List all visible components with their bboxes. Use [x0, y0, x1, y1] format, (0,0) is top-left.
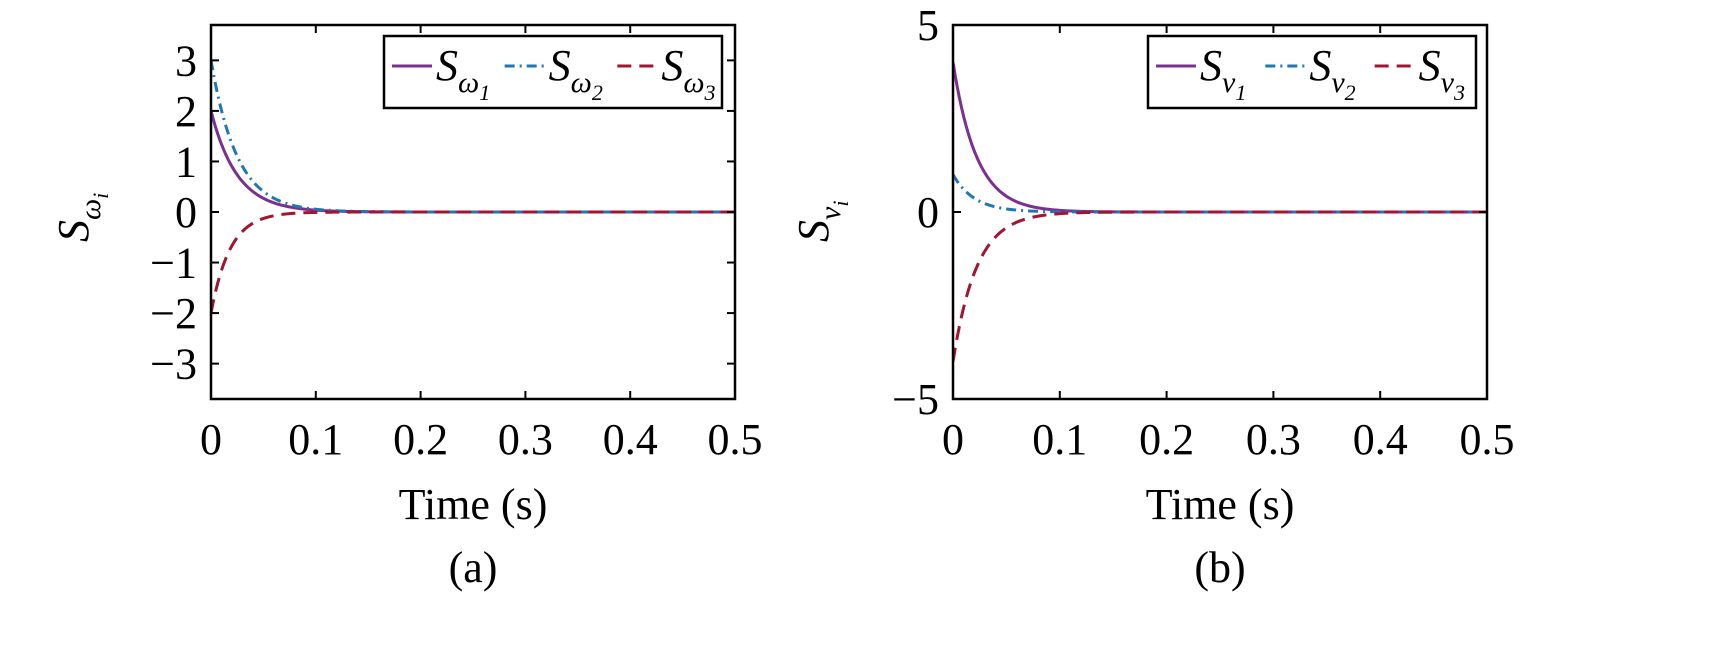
legend-entry-3: Sω3	[661, 41, 715, 105]
y-axis-label-group: Sωi	[49, 193, 113, 242]
legend: Sv1 Sv2 Sv3	[1146, 34, 1478, 110]
legend-box	[1146, 34, 1478, 110]
y-axis-label: Sωi	[49, 193, 113, 242]
x-tick-label: 0	[942, 415, 964, 464]
y-tick-label: 3	[175, 36, 197, 85]
series-line-2	[211, 60, 735, 214]
series-group	[953, 62, 1487, 362]
legend-entry-2: Sω2	[549, 41, 603, 105]
y-tick-label: 2	[175, 87, 197, 136]
y-tick-label: 0	[917, 188, 939, 237]
legend-entry-1: Sv1	[1200, 41, 1246, 105]
x-axis-label: Time (s)	[399, 480, 548, 529]
x-tick-label: 0.2	[393, 415, 448, 464]
legend-entry-1: Sω1	[436, 41, 490, 105]
y-axis-label: Svi	[789, 201, 853, 242]
y-tick-label: −3	[150, 340, 197, 389]
y-tick-label: −2	[150, 289, 197, 338]
legend-box	[382, 34, 724, 110]
x-tick-label: 0.4	[1353, 415, 1408, 464]
x-tick-label: 0	[200, 415, 222, 464]
series-line-3	[211, 210, 735, 314]
x-tick-label: 0.1	[1032, 415, 1087, 464]
series-line-1	[211, 110, 735, 214]
legend-entry-2: Sv2	[1309, 41, 1355, 105]
series-group	[211, 60, 735, 314]
x-axis-label: Time (s)	[1146, 480, 1295, 529]
x-tick-label: 0.1	[288, 415, 343, 464]
y-axis-label-group: Svi	[789, 201, 853, 242]
x-tick-label: 0.3	[498, 415, 553, 464]
x-tick-label: 0.2	[1139, 415, 1194, 464]
legend-entry-3: Sv3	[1419, 41, 1465, 105]
legend: Sω1 Sω2 Sω3	[382, 34, 724, 110]
x-tick-label: 0.5	[708, 415, 763, 464]
x-tick-label: 0.4	[603, 415, 658, 464]
x-tick-label: 0.3	[1246, 415, 1301, 464]
y-tick-label: 1	[175, 137, 197, 186]
y-tick-label: 5	[917, 1, 939, 50]
series-line-3	[953, 210, 1487, 362]
panel-caption: (b)	[1194, 543, 1245, 592]
x-tick-label: 0.5	[1460, 415, 1515, 464]
panel-caption: (a)	[449, 543, 498, 592]
y-tick-label: −5	[892, 375, 939, 424]
y-tick-label: 0	[175, 188, 197, 237]
y-tick-label: −1	[150, 239, 197, 288]
